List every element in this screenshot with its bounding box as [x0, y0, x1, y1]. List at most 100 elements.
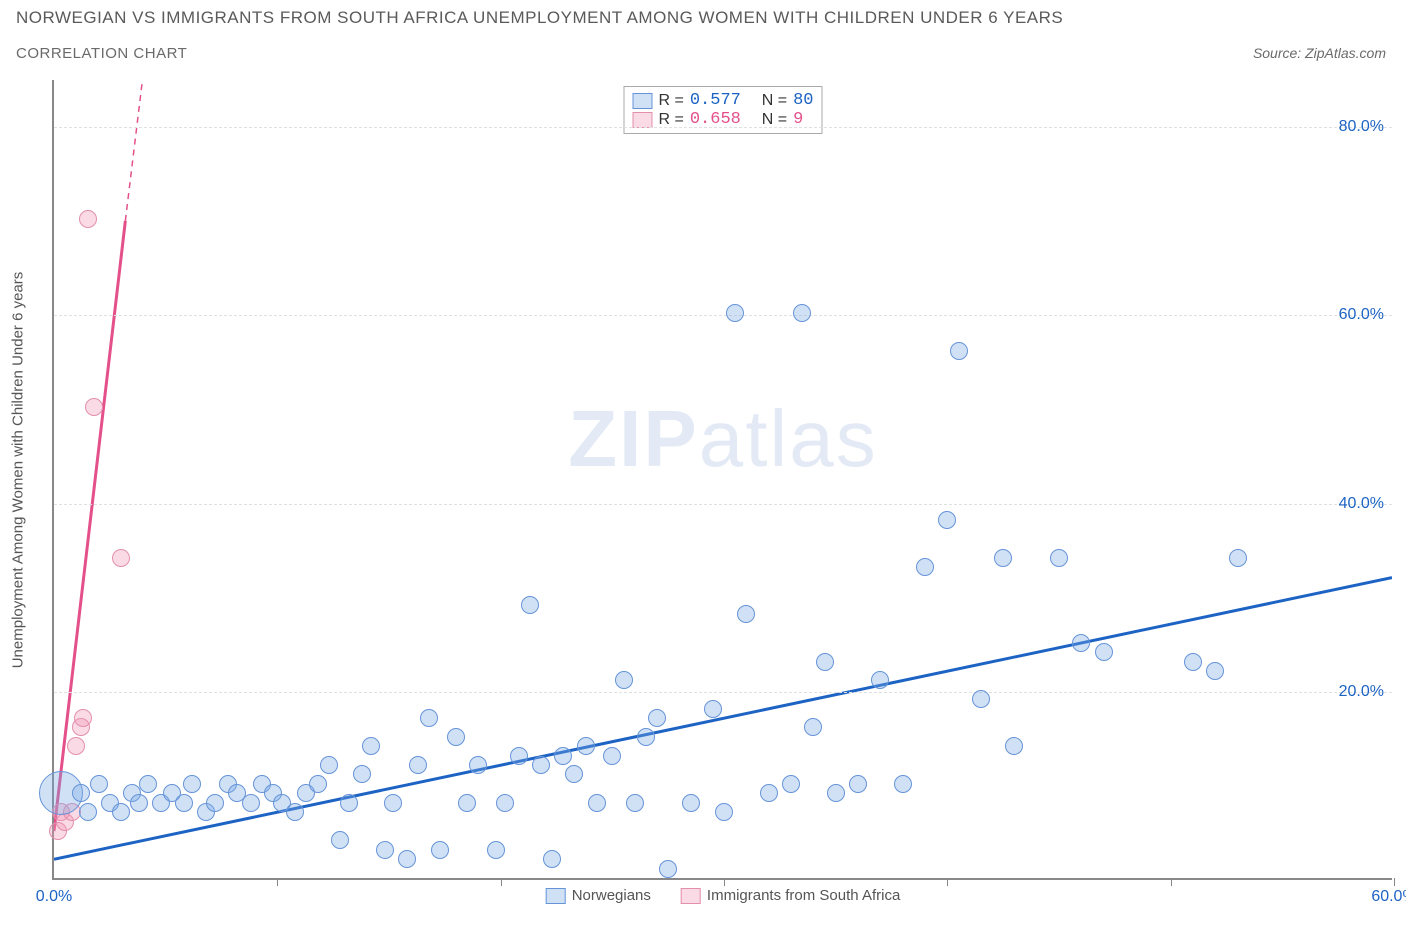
data-point-blue [1072, 634, 1090, 652]
r-value: 0.577 [690, 91, 741, 110]
data-point-blue [659, 860, 677, 878]
x-tick [501, 878, 502, 886]
data-point-blue [972, 690, 990, 708]
data-point-blue [384, 794, 402, 812]
trendline-layer [54, 80, 1392, 878]
data-point-blue [398, 850, 416, 868]
data-point-blue [420, 709, 438, 727]
data-point-pink [85, 398, 103, 416]
data-point-blue [626, 794, 644, 812]
chart-title: NORWEGIAN VS IMMIGRANTS FROM SOUTH AFRIC… [16, 8, 1063, 28]
data-point-blue [469, 756, 487, 774]
data-point-blue [615, 671, 633, 689]
data-point-blue [376, 841, 394, 859]
gridline [54, 127, 1392, 128]
data-point-blue [715, 803, 733, 821]
data-point-blue [1229, 549, 1247, 567]
legend-label: Norwegians [572, 887, 651, 904]
data-point-blue [1005, 737, 1023, 755]
plot-area: ZIPatlas R =0.577 N =80R =0.658 N = 9 No… [52, 80, 1392, 880]
data-point-blue [458, 794, 476, 812]
data-point-blue [816, 653, 834, 671]
legend-swatch [681, 888, 701, 904]
x-tick [277, 878, 278, 886]
y-tick-label: 80.0% [1339, 118, 1384, 136]
data-point-blue [242, 794, 260, 812]
n-value: 80 [793, 91, 813, 110]
x-tick-label: 0.0% [36, 888, 72, 906]
watermark: ZIPatlas [568, 393, 877, 485]
y-axis-label: Unemployment Among Women with Children U… [10, 272, 27, 669]
data-point-blue [409, 756, 427, 774]
data-point-blue [286, 803, 304, 821]
data-point-blue [1206, 662, 1224, 680]
data-point-blue [554, 747, 572, 765]
data-point-blue [588, 794, 606, 812]
data-point-blue [331, 831, 349, 849]
data-point-blue [637, 728, 655, 746]
data-point-blue [139, 775, 157, 793]
data-point-blue [760, 784, 778, 802]
data-point-blue [487, 841, 505, 859]
data-point-blue [183, 775, 201, 793]
data-point-blue [130, 794, 148, 812]
gridline [54, 692, 1392, 693]
data-point-blue [793, 304, 811, 322]
legend-swatch [633, 93, 653, 109]
data-point-pink [79, 210, 97, 228]
data-point-blue [726, 304, 744, 322]
data-point-blue [1050, 549, 1068, 567]
gridline [54, 315, 1392, 316]
x-tick [947, 878, 948, 886]
data-point-blue [682, 794, 700, 812]
data-point-blue [916, 558, 934, 576]
data-point-blue [1184, 653, 1202, 671]
data-point-blue [510, 747, 528, 765]
legend-item: Immigrants from South Africa [681, 887, 900, 904]
data-point-pink [67, 737, 85, 755]
data-point-blue [112, 803, 130, 821]
data-point-blue [827, 784, 845, 802]
legend: Norwegians Immigrants from South Africa [546, 887, 901, 904]
data-point-blue [804, 718, 822, 736]
chart-subtitle: CORRELATION CHART [16, 45, 187, 62]
data-point-blue [938, 511, 956, 529]
legend-item: Norwegians [546, 887, 651, 904]
legend-swatch [633, 112, 653, 128]
data-point-blue [1095, 643, 1113, 661]
data-point-blue [320, 756, 338, 774]
gridline [54, 504, 1392, 505]
x-tick-label: 60.0% [1371, 888, 1406, 906]
data-point-blue [950, 342, 968, 360]
stat-row: R =0.577 N =80 [633, 91, 814, 110]
data-point-blue [577, 737, 595, 755]
data-point-pink [74, 709, 92, 727]
data-point-blue [543, 850, 561, 868]
data-point-blue [496, 794, 514, 812]
data-point-pink [112, 549, 130, 567]
data-point-blue [532, 756, 550, 774]
data-point-blue [521, 596, 539, 614]
legend-label: Immigrants from South Africa [707, 887, 900, 904]
data-point-blue [648, 709, 666, 727]
data-point-blue [871, 671, 889, 689]
data-point-blue [175, 794, 193, 812]
data-point-blue [206, 794, 224, 812]
source-label: Source: ZipAtlas.com [1253, 45, 1386, 61]
data-point-blue [704, 700, 722, 718]
y-tick-label: 60.0% [1339, 306, 1384, 324]
x-tick [724, 878, 725, 886]
data-point-blue [894, 775, 912, 793]
data-point-blue [340, 794, 358, 812]
data-point-blue [849, 775, 867, 793]
data-point-blue [431, 841, 449, 859]
x-tick [1394, 878, 1395, 886]
legend-swatch [546, 888, 566, 904]
data-point-blue [737, 605, 755, 623]
data-point-blue [309, 775, 327, 793]
data-point-blue [79, 803, 97, 821]
y-tick-label: 40.0% [1339, 495, 1384, 513]
data-point-blue [565, 765, 583, 783]
data-point-blue [782, 775, 800, 793]
data-point-blue [447, 728, 465, 746]
